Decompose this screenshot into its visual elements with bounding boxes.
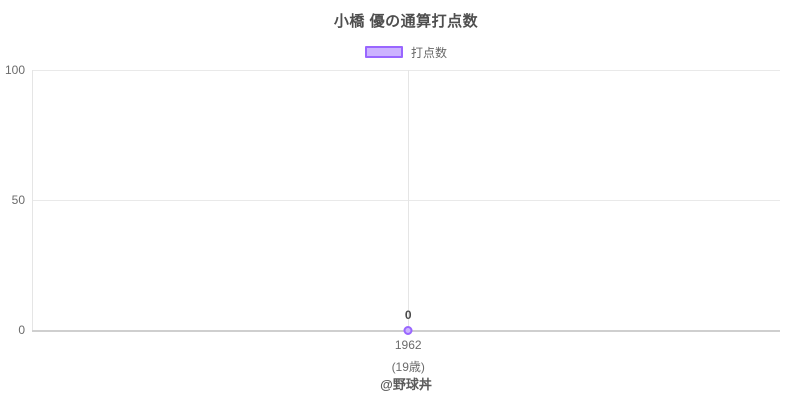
credit-text: @野球丼	[380, 377, 432, 392]
x-tick-year: 1962	[394, 338, 422, 352]
legend-item-rbi[interactable]: 打点数	[364, 44, 447, 61]
gridline-y100	[32, 70, 780, 71]
y-axis-line	[32, 70, 33, 330]
legend-swatch	[364, 46, 403, 58]
y-tick-0: 0	[18, 323, 25, 337]
data-value-label: 0	[404, 308, 412, 322]
legend: 打点数	[32, 44, 780, 60]
x-tick-age: (19歳)	[391, 360, 425, 374]
legend-label: 打点数	[410, 45, 447, 60]
plot-area: 0 1962 (19歳)	[32, 70, 780, 374]
chart-title: 小橋 優の通算打点数	[333, 13, 479, 30]
y-axis-ticks: 100 50 0	[0, 63, 27, 337]
gridline-y50	[32, 200, 780, 201]
gridline-x1962	[408, 70, 410, 330]
data-point[interactable]	[403, 326, 413, 335]
y-tick-100: 100	[4, 63, 25, 77]
y-tick-50: 50	[11, 193, 25, 207]
